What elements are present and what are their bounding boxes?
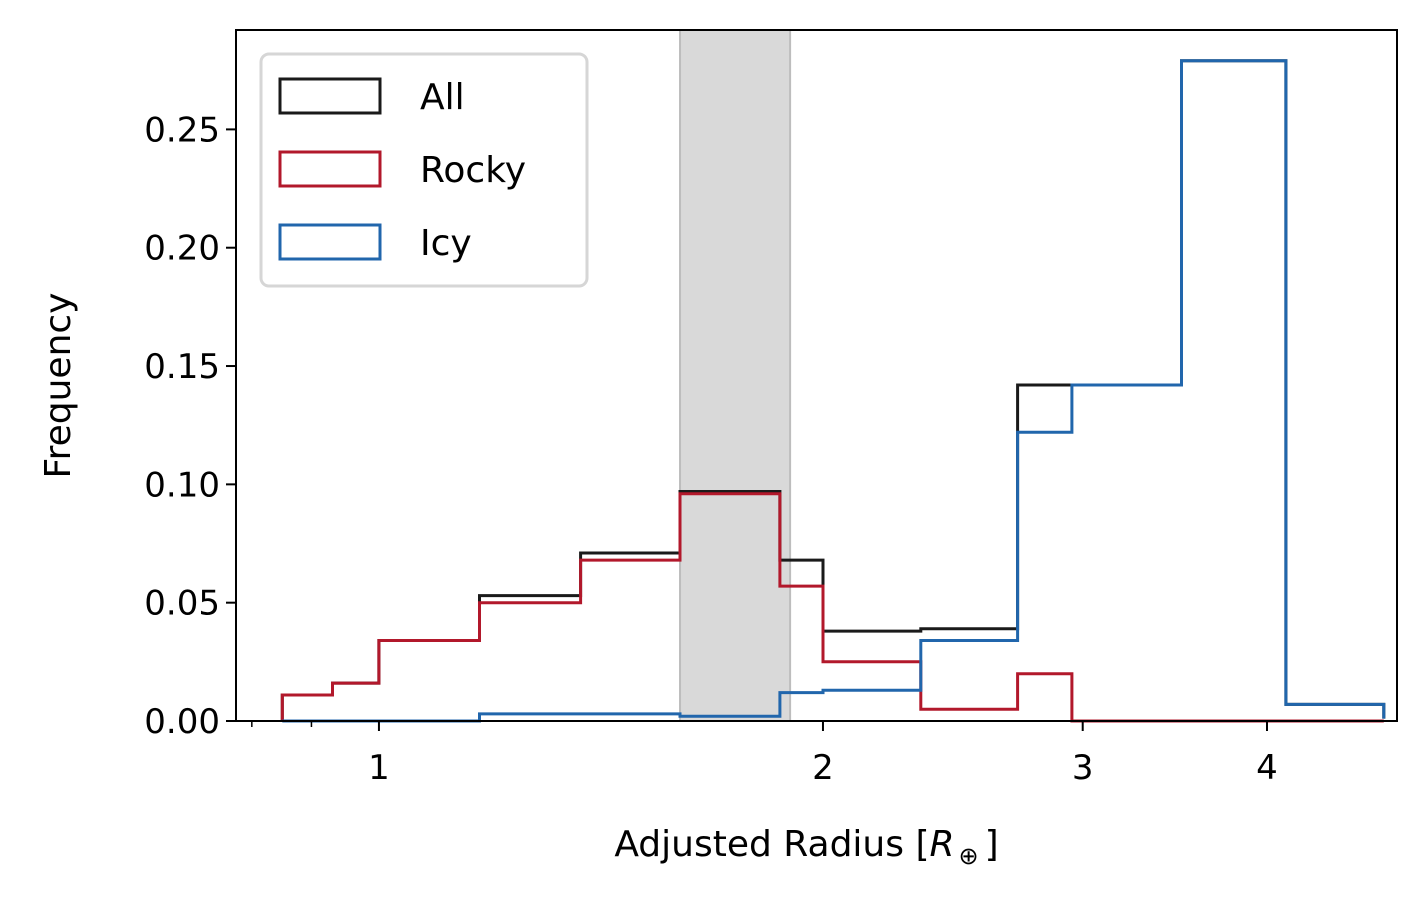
x-tick-label: 1: [368, 748, 390, 788]
x-axis-label: Adjusted Radius [R ⊕]: [614, 824, 998, 870]
legend: All Rocky Icy: [259, 52, 589, 288]
histogram-series-layer: [280, 59, 1386, 723]
x-tick-label: 4: [1256, 748, 1278, 788]
y-axis-label: Frequency: [38, 293, 79, 479]
legend-label-rocky: Rocky: [420, 150, 526, 191]
y-tick-label: 0.00: [144, 702, 220, 742]
legend-label-all: All: [420, 77, 465, 118]
y-tick-label: 0.10: [144, 465, 220, 505]
legend-swatch-rocky: [278, 150, 382, 188]
series-icy: [282, 59, 1386, 723]
y-tick-label: 0.05: [144, 584, 220, 624]
y-tick-label: 0.15: [144, 347, 220, 387]
shaded-band: [679, 29, 792, 722]
legend-swatch-all: [278, 77, 382, 115]
x-axis-label-symbol: R: [930, 824, 955, 865]
x-axis-label-suffix: ]: [985, 824, 999, 865]
y-tick-label: 0.20: [144, 229, 220, 269]
x-tick-label: 2: [812, 748, 834, 788]
x-axis-label-subscript: ⊕: [959, 842, 979, 870]
x-axis-label-prefix: Adjusted Radius [: [614, 824, 929, 865]
y-axis: 0.00 0.05 0.10 0.15 0.20 0.25: [144, 110, 236, 742]
legend-swatch-icy: [278, 223, 382, 261]
x-axis: 1 2 3 4: [251, 721, 1278, 788]
legend-label-icy: Icy: [420, 223, 472, 264]
series-rocky: [280, 492, 1384, 723]
series-step-icy: [282, 59, 1386, 723]
x-tick-label: 3: [1072, 748, 1094, 788]
y-tick-label: 0.25: [144, 110, 220, 150]
series-step-rocky: [280, 492, 1384, 723]
plot-frame: [235, 29, 1398, 722]
